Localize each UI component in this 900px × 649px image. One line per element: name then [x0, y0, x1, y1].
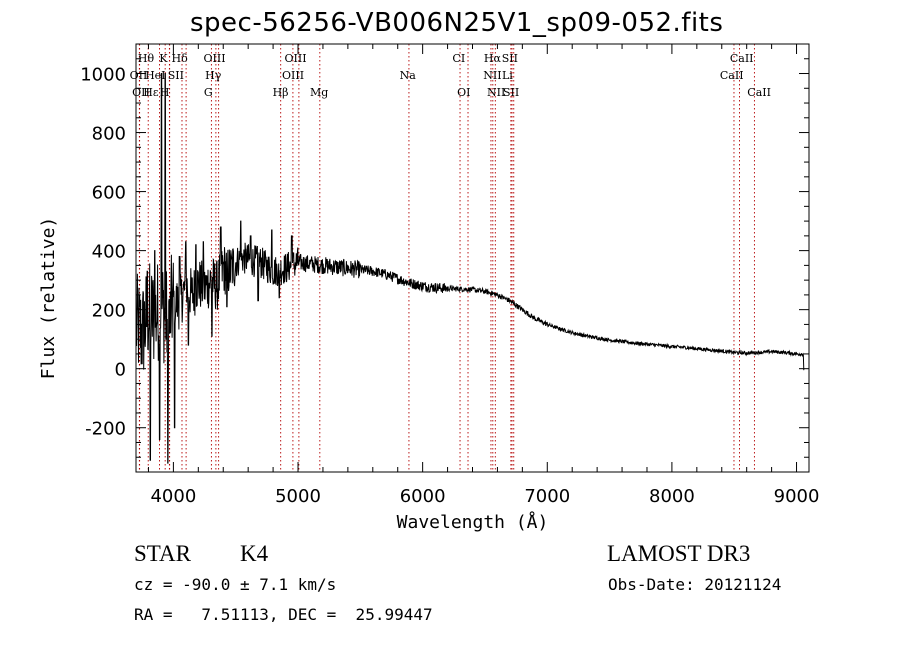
x-tick-label: 7000: [524, 486, 570, 507]
y-tick-label: 600: [92, 183, 126, 204]
line-label: Hβ: [273, 86, 289, 99]
line-label: OI: [457, 86, 470, 99]
y-tick-label: 200: [92, 301, 126, 322]
line-label: Hα: [484, 52, 502, 65]
line-label: OIII: [284, 52, 306, 65]
line-label: SII: [502, 52, 518, 65]
line-label: NII: [487, 86, 505, 99]
line-label: Hδ: [172, 52, 189, 65]
obs-date-text: Obs-Date: 20121124: [608, 575, 782, 594]
line-label: CaII: [720, 69, 744, 82]
coordinates-text: RA = 7.51113, DEC = 25.99447: [134, 605, 433, 624]
survey-name: LAMOST DR3: [607, 541, 751, 566]
line-label: Na: [400, 69, 417, 82]
line-label: K: [159, 52, 168, 65]
line-label: CaII: [747, 86, 771, 99]
x-tick-label: 4000: [150, 486, 196, 507]
x-tick-label: 5000: [275, 486, 321, 507]
x-tick-label: 8000: [649, 486, 695, 507]
emission-line-markers: [138, 44, 755, 472]
line-label: Hθ: [138, 52, 155, 65]
line-label: Mg: [310, 86, 328, 99]
line-label: SII: [168, 69, 184, 82]
redshift-text: cz = -90.0 ± 7.1 km/s: [134, 575, 337, 594]
chart-title: spec-56256-VB006N25V1_sp09-052.fits: [190, 8, 724, 38]
line-label: HeI: [145, 69, 165, 82]
line-label: OIII: [282, 69, 304, 82]
object-class: STAR: [134, 541, 191, 566]
spectrum-line: [135, 73, 805, 464]
y-tick-label: 1000: [80, 65, 126, 86]
y-axis-label: Flux (relative): [38, 217, 59, 380]
y-tick-label: 800: [92, 124, 126, 145]
line-label: Hε: [143, 86, 159, 99]
x-tick-label: 6000: [400, 486, 446, 507]
line-label: Hγ: [205, 69, 222, 82]
line-label: CI: [452, 52, 465, 65]
y-tick-label: 400: [92, 242, 126, 263]
line-label: CaII: [730, 52, 754, 65]
y-tick-label: -200: [85, 419, 126, 440]
line-label: OII: [132, 86, 150, 99]
line-label: OIII: [203, 52, 225, 65]
line-label: SII: [503, 86, 519, 99]
x-axis-label: Wavelength (Å): [397, 511, 549, 533]
line-label: Li: [502, 69, 513, 82]
axis-ticks: 4000 5000 6000 7000 8000 9000 -200 0 200 400 600 80…: [80, 43, 820, 507]
line-label: G: [204, 86, 213, 99]
line-label: NII: [483, 69, 501, 82]
y-tick-label: 0: [115, 360, 126, 381]
line-label: OII: [130, 69, 148, 82]
object-subclass: K4: [240, 541, 269, 566]
x-tick-label: 9000: [774, 486, 820, 507]
